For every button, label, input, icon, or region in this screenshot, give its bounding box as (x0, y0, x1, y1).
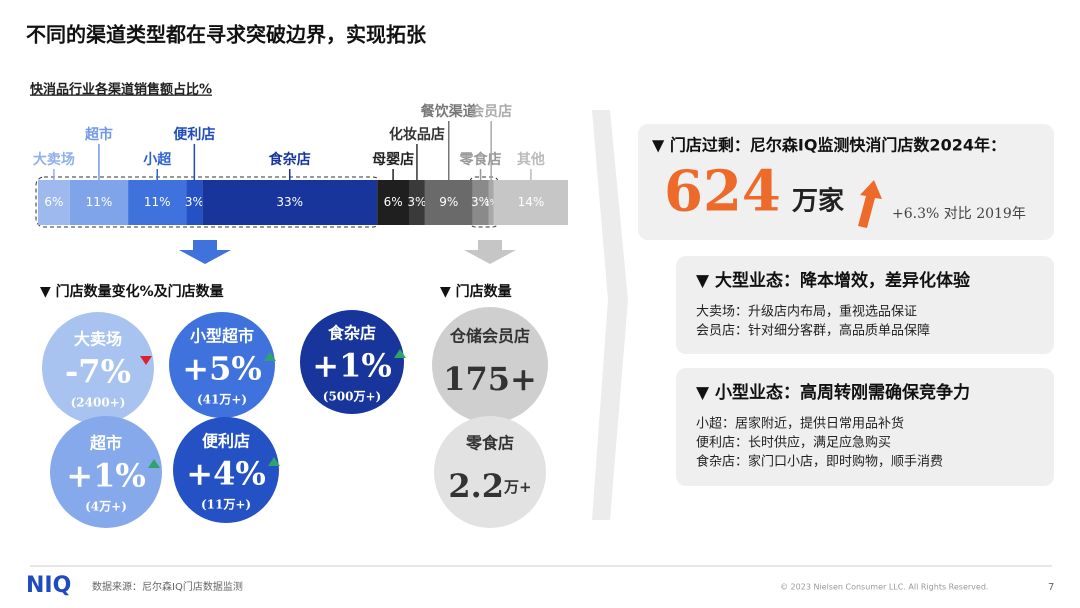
overview-title: ▼ 门店过剩：尼尔森IQ监测快消门店数2024年： (652, 136, 1006, 155)
up-arrow (858, 180, 882, 228)
bar-segment (409, 180, 425, 225)
card-title: ▼ 大型业态：降本增效，差异化体验 (696, 270, 971, 291)
chevron (592, 110, 628, 520)
card-line: 小超：居家附近，提供日常用品补货 (696, 416, 904, 432)
bar-segment (128, 180, 187, 225)
segment-label: 1% (485, 198, 498, 207)
trend-icon (148, 459, 160, 468)
category-label: 小超 (143, 151, 172, 168)
chart-title: 快消品行业各渠道销售额占比% (30, 82, 212, 98)
store-circle (169, 312, 275, 418)
overview-comparison: +6.3% 对比 2019年 (892, 206, 1026, 222)
bar-segment (424, 180, 473, 225)
info-card (676, 368, 1054, 486)
circle-count: (11万+) (201, 498, 251, 512)
circle-count: (500万+) (323, 390, 381, 404)
segment-label: 9% (439, 195, 458, 209)
circle-change: +5% (182, 350, 261, 388)
trend-icon (140, 356, 152, 365)
info-card (676, 256, 1054, 354)
category-label: 大卖场 (33, 151, 75, 168)
category-label: 食杂店 (269, 151, 311, 168)
overview-card (638, 124, 1054, 240)
circle-count: (41万+) (197, 393, 247, 407)
category-label: 化妆品店 (389, 126, 445, 143)
down-arrow (179, 240, 231, 264)
circle-change: +4% (186, 455, 265, 493)
card-title: ▼ 小型业态：高周转刚需确保竞争力 (696, 382, 970, 403)
copyright: © 2023 Nielsen Consumer LLC. All Rights … (780, 583, 988, 592)
circle-name: 便利店 (202, 432, 250, 451)
category-label: 母婴店 (372, 151, 414, 168)
segment-label: 11% (144, 195, 171, 209)
segment-label: 3% (471, 195, 490, 209)
bar-segment (69, 180, 129, 225)
trend-icon (394, 349, 406, 358)
circle-name: 仓储会员店 (449, 327, 530, 346)
card-line: 大卖场：升级店内布局，重视选品保证 (696, 304, 917, 320)
page-number: 7 (1048, 582, 1054, 593)
circle-count: 2.2万+ (448, 467, 531, 505)
bar-segment (38, 180, 70, 225)
trend-icon (268, 457, 280, 466)
category-label: 零食店 (459, 151, 502, 168)
card-line: 食杂店：家门口小店，即时购物，顺手消费 (696, 454, 943, 470)
segment-label: 6% (44, 195, 63, 209)
count-unit: 万+ (503, 478, 532, 496)
circle-count: (4万+) (85, 500, 127, 514)
store-circle (42, 312, 154, 424)
section-title: ▼ 门店数量变化%及门店数量 (40, 283, 224, 300)
store-circle (50, 416, 162, 528)
bar-segment (377, 180, 409, 225)
count-value: 2.2 (448, 467, 504, 505)
segment-label: 14% (518, 195, 545, 209)
circle-name: 小型超市 (190, 327, 254, 346)
down-arrow (464, 240, 516, 264)
circle-name: 超市 (89, 434, 122, 453)
source: 数据来源：尼尔森IQ门店数据监测 (92, 580, 243, 593)
store-circle (173, 417, 279, 523)
category-label: 便利店 (173, 126, 215, 143)
bar-segment (472, 180, 489, 225)
category-label: 其他 (517, 151, 545, 168)
category-label: 超市 (84, 126, 113, 143)
card-line: 会员店：针对细分客群，高品质单品保障 (696, 323, 930, 339)
store-circle (300, 310, 404, 414)
circle-name: 大卖场 (74, 330, 122, 349)
overview-unit: 万家 (792, 186, 844, 217)
segment-label: 6% (384, 195, 403, 209)
circle-change: -7% (65, 353, 131, 391)
segment-label: 33% (276, 195, 303, 209)
bar-segment (488, 180, 494, 225)
circle-name: 食杂店 (327, 324, 376, 343)
slide-title: 不同的渠道类型都在寻求突破边界，实现拓张 (26, 23, 427, 47)
logo: NIQ (26, 573, 71, 598)
segment-label: 3% (407, 195, 426, 209)
bar-segment (493, 180, 568, 225)
category-label: 餐饮渠道 (420, 103, 477, 120)
bar-segment (202, 180, 378, 225)
circle-change: +1% (312, 347, 391, 385)
overview-number: 624 (664, 159, 781, 225)
segment-label: 3% (185, 195, 204, 209)
count-value: 175+ (443, 360, 537, 398)
store-circle (434, 416, 546, 528)
circle-count: (2400+) (71, 396, 126, 410)
circle-count: 175+ (443, 360, 537, 398)
category-label: 会员店 (470, 103, 512, 120)
store-circle (432, 307, 548, 423)
circle-name: 零食店 (465, 434, 514, 453)
card-line: 便利店：长时供应，满足应急购买 (696, 435, 891, 451)
bar-segment (186, 180, 203, 225)
segment-label: 11% (86, 195, 113, 209)
section-title: ▼ 门店数量 (440, 283, 512, 300)
circle-change: +1% (66, 457, 145, 495)
trend-icon (264, 352, 276, 361)
